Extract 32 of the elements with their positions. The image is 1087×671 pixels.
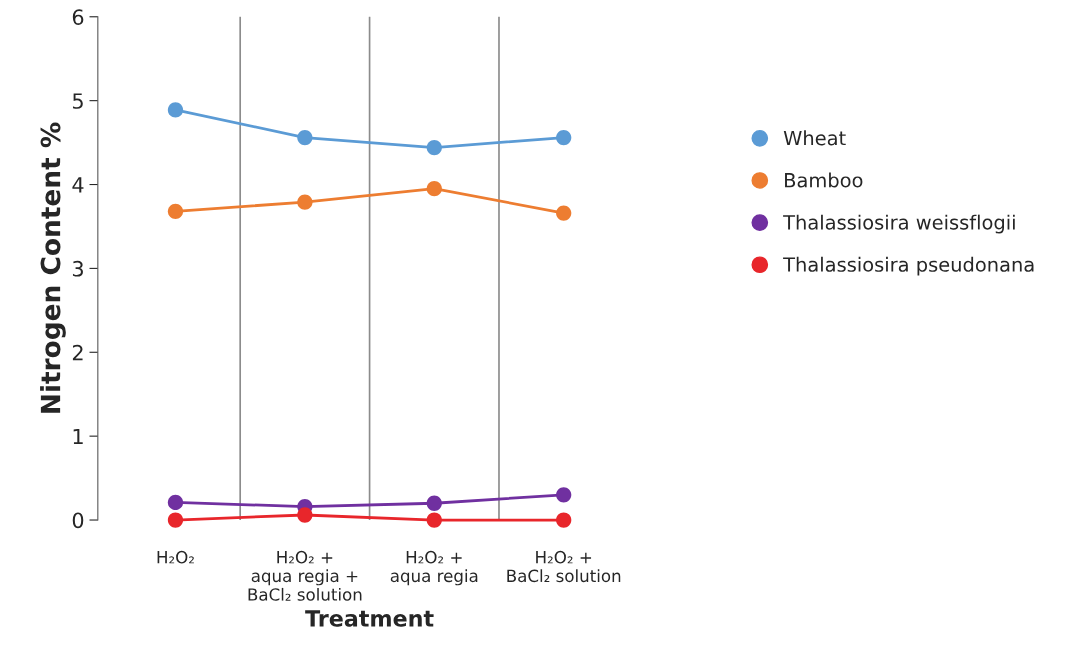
- point: [426, 139, 442, 156]
- y-tick-label: 5: [72, 93, 83, 109]
- point: [556, 129, 572, 146]
- y-tick-label: 6: [72, 9, 84, 25]
- x-tick-label: H₂O₂ + aqua regia: [390, 550, 478, 586]
- point: [556, 512, 572, 528]
- point: [556, 205, 572, 221]
- x-tick-label: H₂O₂ + aqua regia + BaCl₂ solution: [248, 550, 362, 601]
- point: [167, 203, 184, 219]
- point: [426, 181, 442, 197]
- y-tick-label: 3: [72, 260, 83, 277]
- y-tick-label: 4: [72, 177, 84, 193]
- point: [167, 512, 184, 528]
- y-tick-label: 2: [72, 344, 83, 361]
- point: [297, 129, 313, 146]
- y-axis-title: Nitrogen Content %: [40, 122, 66, 413]
- x-axis-title: Treatment: [305, 610, 434, 627]
- legend-label: Thalassiosira weissflogii: [783, 214, 1015, 234]
- y-tick-label: 1: [73, 428, 83, 445]
- point: [297, 194, 313, 210]
- point: [426, 512, 442, 528]
- legend-label: Wheat: [783, 130, 846, 146]
- x-tick-label: H₂O₂ + BaCl₂ solution: [507, 550, 621, 583]
- point: [167, 494, 184, 511]
- point: [297, 507, 313, 523]
- point: [426, 495, 442, 511]
- legend-label: Thalassiosira pseudonana: [783, 256, 1034, 276]
- point: [556, 487, 572, 503]
- point: [167, 102, 184, 118]
- legend-label: Bamboo: [785, 172, 863, 188]
- x-tick-label: H₂O₂: [157, 550, 194, 564]
- y-tick-label: 0: [72, 512, 84, 529]
